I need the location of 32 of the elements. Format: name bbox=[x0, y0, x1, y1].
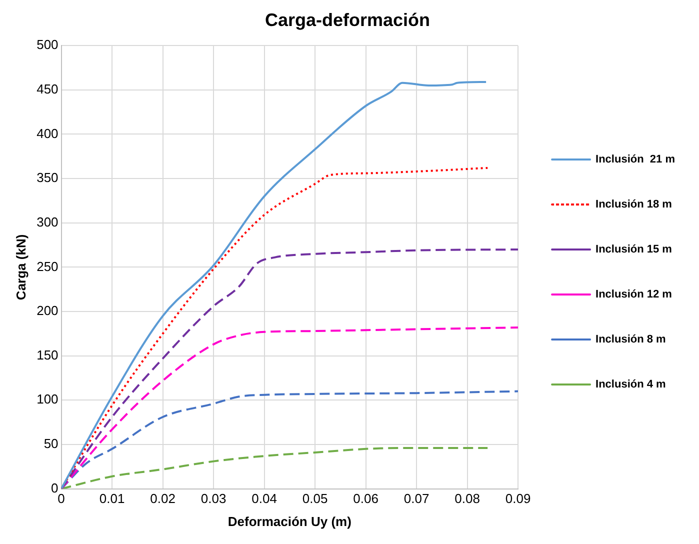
y-tick-label: 350 bbox=[36, 170, 58, 186]
y-tick-label: 200 bbox=[36, 303, 58, 318]
x-tick-label: 0.03 bbox=[200, 491, 226, 506]
y-tick-label: 400 bbox=[36, 126, 58, 141]
line-series bbox=[61, 166, 489, 489]
legend-label: Inclusión 21 m bbox=[596, 154, 676, 166]
legend-label: Inclusión 12 m bbox=[596, 288, 672, 301]
x-tick-label: 0.05 bbox=[302, 491, 328, 506]
x-axis-title: Deformación Uy (m) bbox=[228, 514, 352, 529]
legend-label: Inclusión 15 m bbox=[596, 244, 672, 256]
chart-title: Carga-deformación bbox=[264, 10, 430, 30]
y-tick-label: 450 bbox=[36, 82, 58, 96]
x-tick-label: 0.09 bbox=[505, 491, 531, 506]
y-axis-title: Carga (kN) bbox=[13, 234, 28, 300]
line-series bbox=[61, 447, 489, 489]
y-tick-label: 100 bbox=[36, 392, 58, 407]
y-tick-label: 150 bbox=[36, 347, 58, 362]
x-tick-label: 0.07 bbox=[404, 491, 430, 506]
legend-label: Inclusión 18 m bbox=[596, 198, 672, 211]
x-tick-label: 0.06 bbox=[353, 491, 378, 506]
x-tick-label: 0.04 bbox=[252, 491, 277, 506]
x-tick-label: 0.08 bbox=[454, 491, 480, 506]
y-tick-label: 300 bbox=[36, 214, 58, 230]
line-series bbox=[61, 80, 488, 489]
y-tick-label: 500 bbox=[36, 37, 58, 52]
legend-label: Inclusión 8 m bbox=[596, 334, 666, 346]
x-tick-label: 0.01 bbox=[99, 491, 125, 506]
legend-label: Inclusión 4 m bbox=[596, 378, 666, 391]
x-tick-label: 0.02 bbox=[150, 491, 176, 506]
y-tick-label: 50 bbox=[44, 436, 58, 452]
y-tick-label: 0 bbox=[51, 480, 58, 496]
y-tick-label: 250 bbox=[36, 258, 58, 274]
